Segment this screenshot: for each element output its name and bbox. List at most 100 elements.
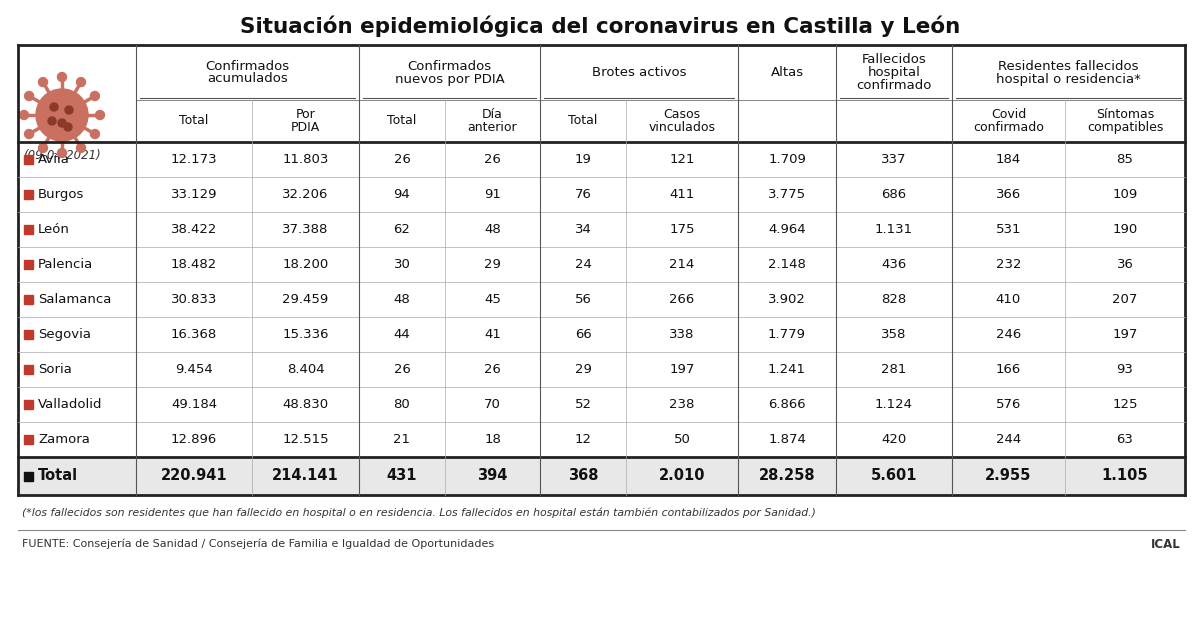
- Text: vinculados: vinculados: [648, 121, 715, 134]
- Text: 1.779: 1.779: [768, 328, 806, 341]
- Text: 9.454: 9.454: [175, 363, 212, 376]
- Text: 244: 244: [996, 433, 1021, 446]
- Text: 12.896: 12.896: [170, 433, 217, 446]
- Text: Brotes activos: Brotes activos: [592, 66, 686, 79]
- Text: 56: 56: [575, 293, 592, 306]
- Text: Por: Por: [295, 108, 316, 121]
- Text: 30.833: 30.833: [170, 293, 217, 306]
- Circle shape: [58, 119, 66, 127]
- Text: 337: 337: [881, 153, 907, 166]
- Text: acumulados: acumulados: [208, 73, 288, 85]
- Bar: [18, 457, 1186, 495]
- Text: 41: 41: [484, 328, 500, 341]
- Text: ICAL: ICAL: [1151, 537, 1181, 551]
- Text: 80: 80: [394, 398, 410, 411]
- Text: 410: 410: [996, 293, 1021, 306]
- Text: 26: 26: [484, 363, 500, 376]
- Text: 28.258: 28.258: [758, 469, 815, 483]
- Text: hospital o residencia*: hospital o residencia*: [996, 73, 1141, 85]
- Text: 266: 266: [670, 293, 695, 306]
- Text: 197: 197: [670, 363, 695, 376]
- Text: 121: 121: [670, 153, 695, 166]
- Text: 29: 29: [484, 258, 500, 271]
- Text: Soria: Soria: [38, 363, 72, 376]
- Text: 15.336: 15.336: [282, 328, 329, 341]
- Text: 190: 190: [1112, 223, 1138, 236]
- Text: 11.803: 11.803: [282, 153, 329, 166]
- Text: 2.148: 2.148: [768, 258, 806, 271]
- Bar: [24, 330, 34, 339]
- Text: nuevos por PDIA: nuevos por PDIA: [395, 73, 504, 85]
- Text: 576: 576: [996, 398, 1021, 411]
- Text: 220.941: 220.941: [161, 469, 227, 483]
- Text: PDIA: PDIA: [290, 121, 320, 134]
- Circle shape: [58, 73, 66, 81]
- Text: 411: 411: [670, 188, 695, 201]
- Circle shape: [77, 143, 85, 153]
- Text: Total: Total: [569, 114, 598, 127]
- Circle shape: [24, 92, 34, 100]
- Text: 686: 686: [882, 188, 906, 201]
- Text: 214: 214: [670, 258, 695, 271]
- Text: 214.141: 214.141: [272, 469, 338, 483]
- Text: 238: 238: [670, 398, 695, 411]
- Text: Salamanca: Salamanca: [38, 293, 112, 306]
- Text: Ávila: Ávila: [38, 153, 70, 166]
- Text: 18.200: 18.200: [282, 258, 329, 271]
- Bar: [18, 45, 1186, 495]
- Text: 109: 109: [1112, 188, 1138, 201]
- Text: 1.124: 1.124: [875, 398, 913, 411]
- Text: 125: 125: [1112, 398, 1138, 411]
- Text: 37.388: 37.388: [282, 223, 329, 236]
- Text: 6.866: 6.866: [768, 398, 806, 411]
- Text: 12: 12: [575, 433, 592, 446]
- Bar: [24, 471, 34, 481]
- Text: 1.709: 1.709: [768, 153, 806, 166]
- Circle shape: [58, 148, 66, 158]
- Bar: [24, 190, 34, 199]
- Text: Situación epidemiológica del coronavirus en Castilla y León: Situación epidemiológica del coronavirus…: [240, 15, 960, 37]
- Text: Total: Total: [388, 114, 416, 127]
- Text: 85: 85: [1116, 153, 1134, 166]
- Text: 175: 175: [670, 223, 695, 236]
- Text: Casos: Casos: [664, 108, 701, 121]
- Text: Confirmados: Confirmados: [408, 60, 492, 73]
- Text: 184: 184: [996, 153, 1021, 166]
- Bar: [24, 365, 34, 374]
- Text: 281: 281: [881, 363, 907, 376]
- Text: 21: 21: [394, 433, 410, 446]
- Text: 26: 26: [394, 363, 410, 376]
- Text: 436: 436: [881, 258, 907, 271]
- Text: 29: 29: [575, 363, 592, 376]
- Text: 166: 166: [996, 363, 1021, 376]
- Circle shape: [65, 106, 73, 114]
- Text: 8.404: 8.404: [287, 363, 324, 376]
- Text: 1.105: 1.105: [1102, 469, 1148, 483]
- Text: 48: 48: [484, 223, 500, 236]
- Text: Zamora: Zamora: [38, 433, 90, 446]
- Text: 19: 19: [575, 153, 592, 166]
- Text: Valladolid: Valladolid: [38, 398, 102, 411]
- Text: compatibles: compatibles: [1087, 121, 1163, 134]
- Circle shape: [19, 111, 29, 120]
- Circle shape: [36, 89, 88, 141]
- Text: 1.241: 1.241: [768, 363, 806, 376]
- Text: 36: 36: [1116, 258, 1134, 271]
- Text: Palencia: Palencia: [38, 258, 94, 271]
- Text: 32.206: 32.206: [282, 188, 329, 201]
- Text: Covid: Covid: [991, 108, 1026, 121]
- Text: confirmado: confirmado: [973, 121, 1044, 134]
- Text: Altas: Altas: [770, 66, 804, 79]
- Bar: [24, 435, 34, 444]
- Circle shape: [38, 78, 48, 86]
- Text: 197: 197: [1112, 328, 1138, 341]
- Circle shape: [90, 92, 100, 100]
- Circle shape: [48, 117, 56, 125]
- Bar: [24, 260, 34, 269]
- Text: 12.173: 12.173: [170, 153, 217, 166]
- Text: FUENTE: Consejería de Sanidad / Consejería de Familia e Igualdad de Oportunidade: FUENTE: Consejería de Sanidad / Consejer…: [22, 539, 494, 550]
- Text: 93: 93: [1116, 363, 1134, 376]
- Bar: [24, 295, 34, 304]
- Text: 207: 207: [1112, 293, 1138, 306]
- Text: 63: 63: [1116, 433, 1134, 446]
